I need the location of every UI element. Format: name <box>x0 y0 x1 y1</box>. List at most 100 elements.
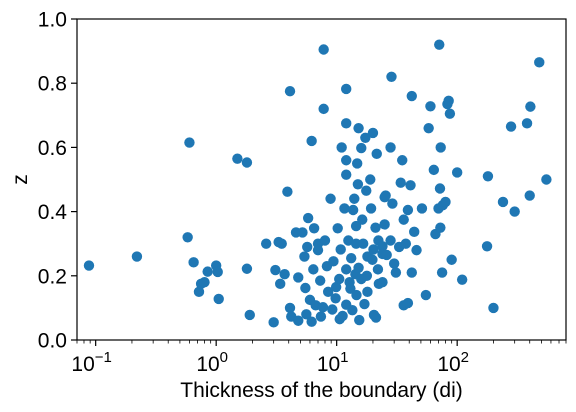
data-point <box>332 223 343 234</box>
data-point <box>317 302 329 313</box>
data-point <box>341 264 352 275</box>
data-point <box>377 277 388 288</box>
data-point <box>244 309 255 321</box>
x-axis: 10−1 100 101 102 <box>71 340 567 376</box>
data-point <box>357 214 368 225</box>
data-point <box>370 312 382 323</box>
data-point <box>293 272 304 283</box>
y-tick-label: 0.2 <box>38 265 67 288</box>
data-point <box>330 281 342 293</box>
data-point <box>481 241 493 252</box>
data-point <box>360 132 371 143</box>
data-point <box>436 267 448 278</box>
data-point <box>347 204 359 216</box>
data-point <box>293 315 304 326</box>
x-tick-label: 101 <box>317 349 349 376</box>
data-point <box>434 39 445 50</box>
data-point <box>386 71 397 82</box>
data-point <box>318 44 329 55</box>
data-point <box>212 266 223 278</box>
data-point <box>365 174 376 185</box>
data-point <box>315 311 327 322</box>
data-point <box>354 314 365 326</box>
x-axis-title: Thickness of the boundary (di) <box>180 379 462 402</box>
data-point <box>282 186 293 197</box>
data-point <box>434 183 446 194</box>
data-point <box>308 264 319 275</box>
data-point <box>300 282 311 294</box>
data-point <box>381 249 392 261</box>
y-tick-label: 0.0 <box>38 330 67 353</box>
data-point <box>232 153 243 164</box>
data-point <box>385 142 396 153</box>
data-point <box>188 257 199 268</box>
data-point <box>379 219 390 230</box>
data-point <box>446 254 457 265</box>
data-point <box>402 204 414 216</box>
data-point <box>372 264 384 275</box>
data-point <box>336 142 347 153</box>
data-point <box>318 103 329 115</box>
data-point <box>385 235 396 246</box>
data-point <box>397 155 408 166</box>
data-point <box>260 238 272 249</box>
data-point <box>356 142 367 154</box>
data-point <box>325 193 336 204</box>
data-point <box>451 167 463 178</box>
data-point <box>302 241 313 253</box>
x-tick-label: 100 <box>196 349 228 376</box>
data-point <box>301 309 312 320</box>
data-point <box>279 268 290 280</box>
data-point <box>402 297 414 309</box>
data-point <box>349 193 360 204</box>
data-point <box>367 127 379 139</box>
data-point <box>306 135 317 147</box>
data-point <box>488 302 499 314</box>
data-point <box>213 293 224 305</box>
data-point <box>343 235 354 246</box>
y-tick-label: 0.4 <box>38 201 68 224</box>
data-point <box>361 185 372 196</box>
data-point <box>368 244 379 255</box>
data-point <box>395 177 406 188</box>
data-point <box>131 251 143 262</box>
data-point <box>339 203 350 214</box>
data-point <box>361 270 373 281</box>
data-point <box>335 244 346 255</box>
data-point <box>193 286 205 298</box>
data-point <box>505 121 517 132</box>
data-point <box>341 169 352 180</box>
data-point <box>365 203 377 214</box>
data-point <box>521 118 533 129</box>
data-point <box>423 122 434 134</box>
data-point <box>202 266 213 277</box>
axes-frame <box>76 18 567 341</box>
data-point <box>328 256 339 267</box>
data-point <box>541 174 552 185</box>
data-point <box>387 198 398 209</box>
data-point <box>409 226 420 238</box>
data-point <box>400 238 412 249</box>
data-point <box>306 316 317 327</box>
data-point <box>362 286 373 298</box>
data-point <box>299 251 310 262</box>
data-point <box>334 273 345 285</box>
data-point <box>327 304 338 315</box>
data-point <box>312 244 324 256</box>
data-point <box>524 190 535 201</box>
data-point <box>444 108 456 119</box>
data-point <box>275 278 286 290</box>
data-point <box>351 289 362 301</box>
data-point <box>315 275 326 286</box>
data-point <box>241 157 253 168</box>
data-point <box>456 274 468 285</box>
data-point <box>435 222 446 233</box>
data-points <box>83 39 552 328</box>
data-point <box>497 196 509 208</box>
data-point <box>420 289 432 301</box>
data-point <box>425 101 436 112</box>
data-point <box>284 86 296 97</box>
data-point <box>341 118 352 129</box>
data-point <box>525 101 536 112</box>
